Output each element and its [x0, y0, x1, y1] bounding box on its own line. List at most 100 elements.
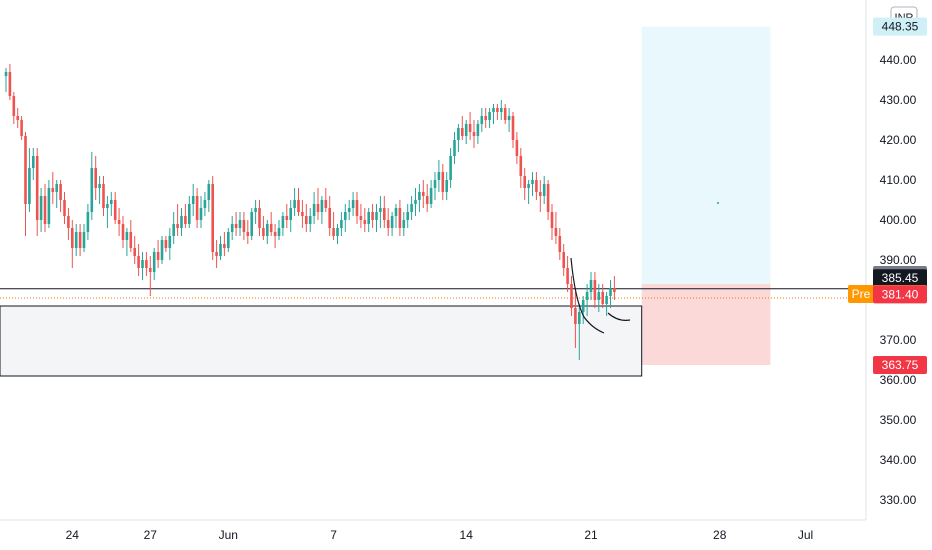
candle-body [24, 136, 27, 204]
candle-body [78, 232, 82, 248]
candle-body [593, 280, 597, 300]
long-position-tool[interactable] [641, 26, 771, 365]
candle-body [589, 280, 593, 292]
axes: 440.00 430.00 420.00 410.00 400.00 390.00 370.… [0, 0, 917, 542]
candle-body [293, 200, 296, 208]
price-lines[interactable] [0, 288, 866, 299]
candle-body [184, 216, 187, 224]
candle-body [117, 220, 121, 224]
candle-body [394, 208, 398, 216]
candle-body [28, 168, 31, 204]
candle-body [215, 252, 218, 256]
candle-body [16, 116, 19, 120]
y-axis-ticks: 440.00 430.00 420.00 410.00 400.00 390.00 370.… [880, 53, 917, 507]
candle-body [230, 224, 234, 232]
candle-body [32, 156, 35, 168]
candle-body [507, 116, 511, 120]
candle-body [515, 140, 519, 156]
candle-body [246, 232, 250, 236]
candle-body [476, 124, 480, 136]
candle-body [566, 268, 569, 284]
candle-body [63, 200, 66, 216]
candle-body [539, 192, 542, 196]
y-tick-label: 410.00 [880, 173, 917, 187]
candle-body [223, 244, 226, 248]
candle-body [129, 232, 133, 248]
y-tick-label: 330.00 [880, 493, 917, 507]
candle-body [90, 168, 94, 212]
candle-body [355, 200, 359, 216]
candle-body [199, 208, 203, 220]
candle-body [441, 172, 445, 192]
candle-body [347, 208, 351, 212]
candle-body [238, 220, 242, 228]
candle-body [20, 120, 23, 136]
candle-body [156, 252, 160, 260]
candle-body [597, 292, 601, 300]
curve-drawings[interactable] [570, 202, 719, 334]
candle-body [106, 204, 109, 208]
x-tick-label: 7 [330, 528, 337, 542]
y-tick-label: 390.00 [880, 253, 917, 267]
price-tag-label: 448.35 [882, 20, 919, 34]
candle-body [383, 208, 386, 220]
candle-body [191, 196, 195, 204]
candle-body [464, 124, 468, 136]
x-tick-label: Jul [798, 528, 813, 542]
candle-body [86, 212, 90, 232]
candle-body [277, 228, 281, 236]
candle-body [609, 288, 612, 296]
candle-body [234, 224, 238, 228]
x-tick-label: 14 [460, 528, 474, 542]
candle-body [550, 212, 554, 228]
x-tick-label: 28 [713, 528, 727, 542]
stop-zone[interactable] [641, 284, 771, 365]
candle-body [523, 176, 526, 188]
candle-body [4, 72, 8, 76]
price-tag: 448.35 [873, 17, 927, 36]
candle-body [328, 208, 331, 228]
candle-body [558, 236, 562, 252]
candle-body [180, 216, 183, 228]
candle-body [71, 228, 74, 248]
price-tag: 385.45 [873, 269, 927, 288]
zone-rect[interactable] [0, 305, 643, 377]
y-tick-label: 420.00 [880, 133, 917, 147]
candle-body [562, 252, 565, 268]
x-tick-label: 27 [144, 528, 158, 542]
candle-body [437, 172, 441, 180]
candle-body [160, 240, 164, 260]
candle-body [433, 180, 437, 188]
candle-body [344, 212, 347, 220]
candle-body [574, 308, 577, 324]
y-tick-label: 350.00 [880, 413, 917, 427]
price-tag-bg [873, 269, 927, 288]
candle-body [398, 208, 402, 228]
candle-body [546, 184, 550, 212]
candle-body [59, 184, 62, 200]
candle-body [531, 180, 534, 184]
candle-body [535, 180, 538, 192]
candle-body [601, 292, 604, 304]
candle-body [340, 220, 343, 228]
price-tag-bg [873, 356, 927, 374]
demand-zone[interactable] [0, 305, 643, 377]
x-axis-ticks: 24 27 Jun 7 14 21 28 Jul [66, 528, 814, 542]
y-tick-label: 360.00 [880, 373, 917, 387]
candle-body [445, 180, 448, 192]
candle-body [457, 128, 460, 140]
candle-body [527, 184, 530, 188]
candle-body [141, 260, 144, 268]
candle-body [581, 300, 585, 312]
candle-body [414, 200, 417, 204]
price-tag-prefix-bg [848, 285, 874, 303]
candle-body [125, 232, 129, 240]
target-zone[interactable] [641, 26, 771, 284]
candle-body [168, 236, 172, 248]
candle-body [67, 216, 70, 228]
candle-body [429, 188, 433, 204]
candle-body [94, 168, 97, 188]
candle-body [297, 200, 300, 212]
candle-body [449, 156, 452, 180]
